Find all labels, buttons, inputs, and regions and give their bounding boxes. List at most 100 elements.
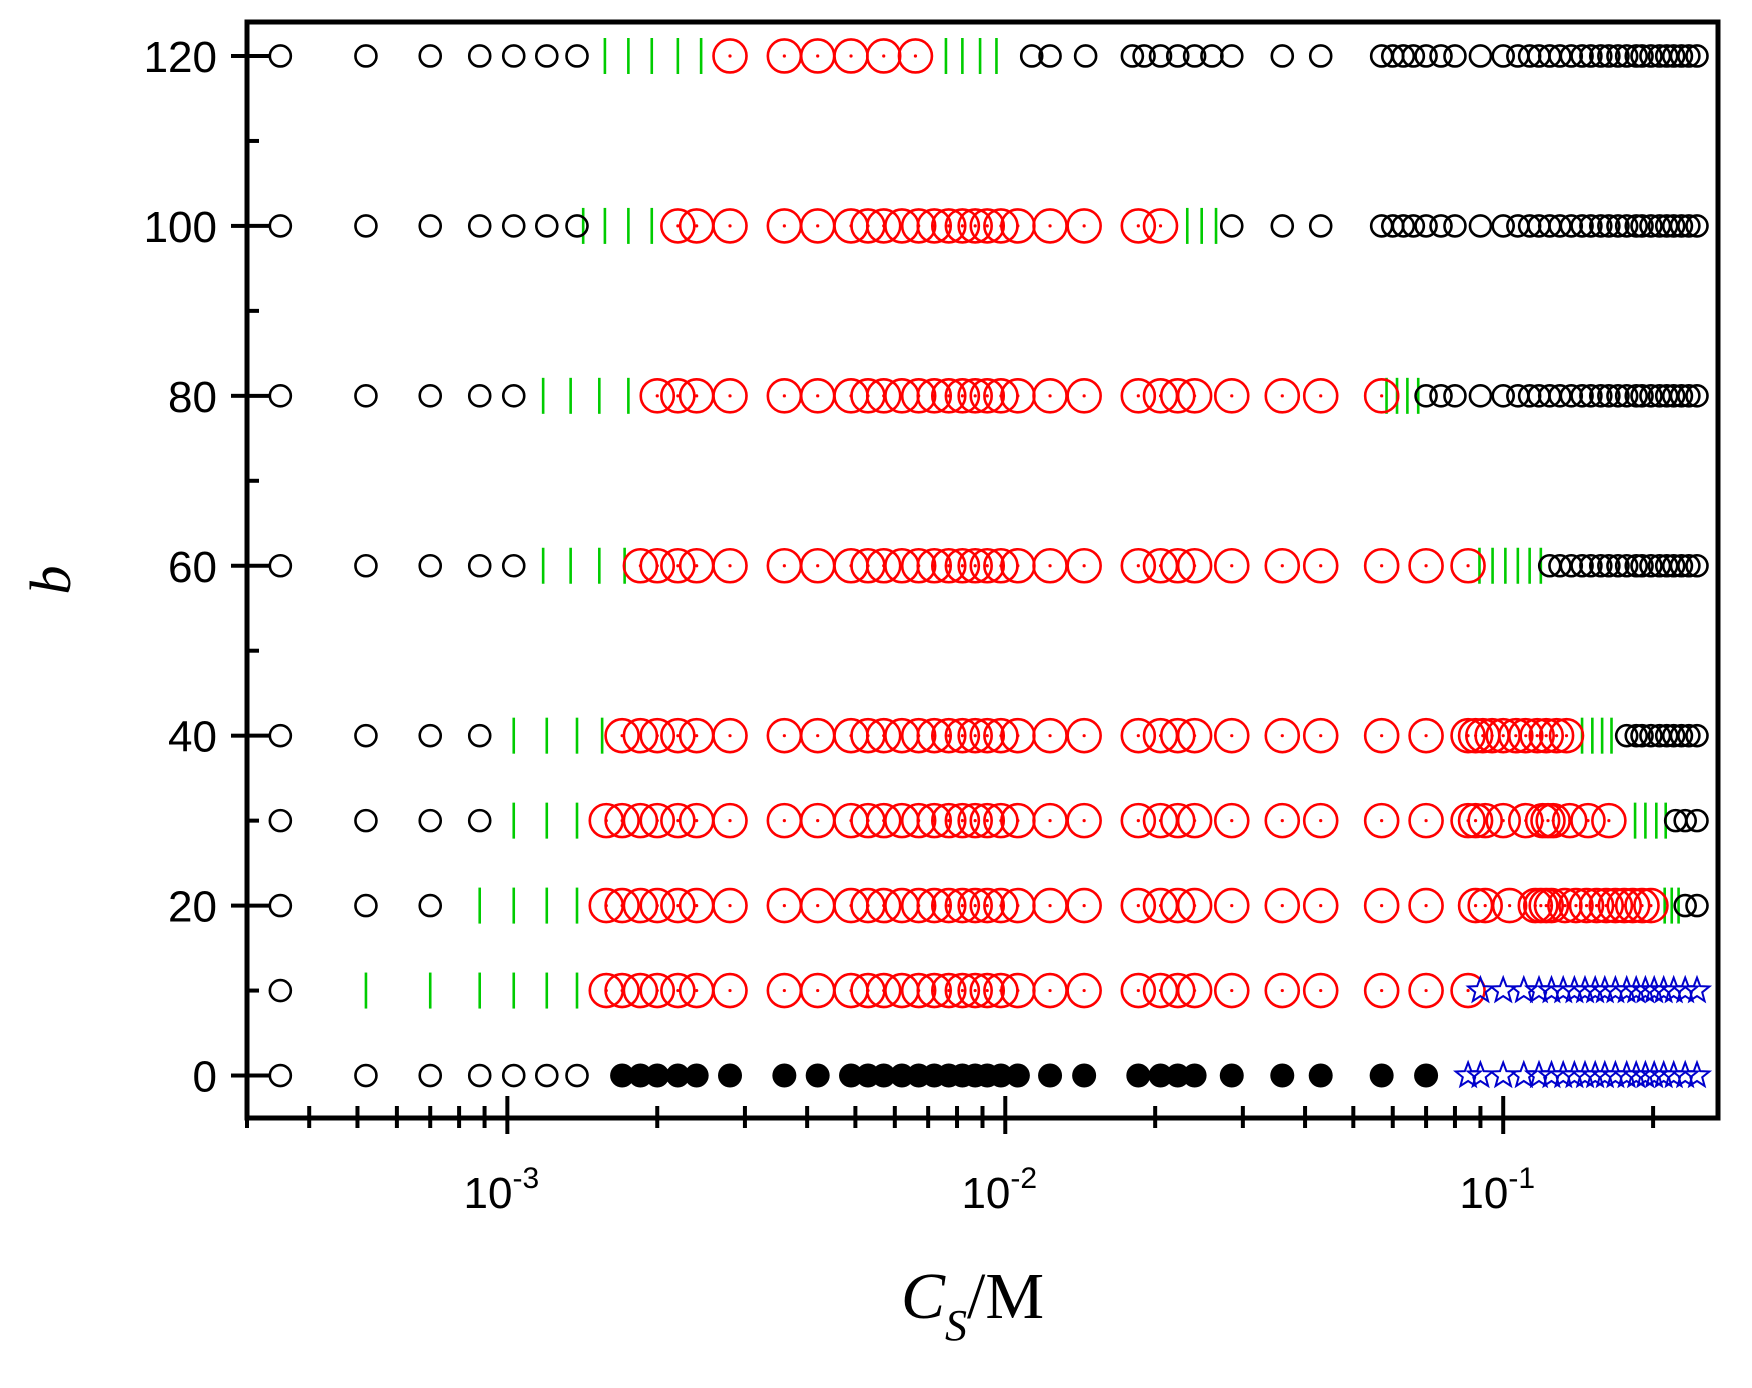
red-circle-center-dot (1016, 734, 1020, 738)
open-black-circle-point (1391, 44, 1416, 68)
red-circle-point (1176, 717, 1213, 754)
x-axis-title-main: C (901, 1260, 946, 1333)
red-circle-ring (1408, 717, 1444, 754)
red-circle-point (799, 547, 836, 584)
red-circle-center-dot (1549, 903, 1554, 908)
red-circle-point (766, 38, 803, 74)
red-circle-point (660, 547, 696, 584)
red-circle-point (865, 717, 902, 754)
red-circle-ring (1176, 547, 1213, 584)
open-black-circle-point (1414, 44, 1438, 68)
red-circle-ring (604, 972, 640, 1009)
red-circle-center-dot (1319, 903, 1323, 908)
red-circle-point (865, 547, 902, 584)
filled-black-circle-point (1270, 1063, 1295, 1088)
red-circle-point (865, 972, 902, 1009)
filled-black-circle-point (1308, 1063, 1333, 1088)
red-circle-point (604, 887, 640, 924)
red-circle-point (930, 802, 967, 839)
red-circle-ring (1485, 802, 1522, 839)
red-circle-point (799, 802, 836, 839)
open-black-circle-point (1639, 214, 1663, 238)
open-black-circle-point (268, 978, 293, 1003)
red-circle-center-dot (960, 394, 964, 398)
red-circle-ring (930, 802, 967, 839)
red-circle-ring (1120, 802, 1157, 839)
red-circle-center-dot (985, 903, 989, 908)
red-circle-point (639, 802, 676, 839)
red-circle-center-dot (1541, 819, 1545, 823)
red-circle-ring (1264, 887, 1301, 924)
open-black-circle-point (268, 1063, 293, 1088)
red-circle-point (1264, 887, 1301, 924)
red-circle-ring (660, 378, 696, 414)
red-circle-ring (1408, 972, 1444, 1009)
red-circle-ring (944, 972, 981, 1009)
red-circle-center-dot (1193, 734, 1197, 738)
red-circle-center-dot (1136, 734, 1140, 738)
open-black-circle-point (467, 808, 492, 833)
red-circle-center-dot (816, 819, 820, 823)
x-tick-label-base: 10 (1459, 1169, 1508, 1218)
open-black-circle-point (418, 384, 443, 408)
red-circle-ring (865, 547, 902, 584)
red-circle-ring (957, 887, 993, 924)
red-circle-point (1450, 972, 1486, 1009)
red-circle-point (712, 802, 748, 839)
red-circle-center-dot (816, 988, 820, 993)
red-circle-center-dot (1607, 819, 1611, 823)
red-circle-point (678, 887, 715, 924)
red-circle-point (1302, 378, 1339, 414)
red-circle-point (1302, 887, 1339, 924)
red-circle-center-dot (1546, 819, 1550, 823)
red-circle-center-dot (1136, 564, 1140, 568)
red-circle-point (1363, 887, 1400, 924)
red-circle-center-dot (985, 564, 989, 568)
filled-black-circle-point (665, 1063, 690, 1088)
red-circle-point (712, 38, 748, 74)
red-circle-point (957, 887, 993, 924)
filled-black-circle-point (645, 1063, 670, 1088)
red-circle-point (833, 38, 869, 74)
red-circle-center-dot (1508, 903, 1512, 908)
red-circle-point (678, 378, 715, 414)
y-tick-label: 100 (144, 203, 217, 252)
open-black-circle-point (1677, 214, 1701, 238)
red-circle-ring (1570, 802, 1606, 839)
red-circle-center-dot (816, 734, 820, 738)
red-circle-center-dot (973, 819, 977, 823)
red-circle-point (1000, 378, 1036, 414)
red-circle-center-dot (676, 988, 680, 993)
red-circle-center-dot (1082, 988, 1086, 993)
red-circle-ring (916, 717, 953, 754)
red-circle-point (1000, 802, 1036, 839)
red-circle-center-dot (1319, 564, 1323, 568)
red-circle-ring (930, 378, 967, 414)
open-black-circle-point (354, 808, 378, 833)
red-circle-ring (1213, 378, 1250, 414)
open-black-circle-point (501, 44, 526, 68)
red-circle-ring (957, 547, 993, 584)
red-circle-point (865, 378, 902, 414)
red-circle-ring (969, 547, 1006, 584)
open-black-circle-point (467, 214, 492, 238)
x-axis-title: CS/M (901, 1260, 1044, 1350)
red-circle-center-dot (985, 394, 989, 398)
red-circle-center-dot (1380, 734, 1384, 738)
red-circle-center-dot (1230, 819, 1234, 823)
filled-black-circle-point (718, 1063, 743, 1088)
open-black-circle-point (467, 1063, 492, 1088)
red-circle-ring (1408, 547, 1444, 584)
red-circle-center-dot (816, 224, 820, 228)
red-circle-ring (1176, 802, 1213, 839)
red-circle-point (930, 208, 967, 244)
open-black-circle-point (268, 808, 293, 833)
red-circle-center-dot (1380, 988, 1384, 993)
red-circle-ring (944, 717, 981, 754)
red-circle-ring (1142, 208, 1179, 244)
red-circle-center-dot (1473, 819, 1478, 823)
blue-star-point (1488, 1059, 1519, 1089)
red-circle-ring (916, 378, 953, 414)
red-circle-ring (712, 972, 748, 1009)
red-circle-ring (639, 887, 676, 924)
